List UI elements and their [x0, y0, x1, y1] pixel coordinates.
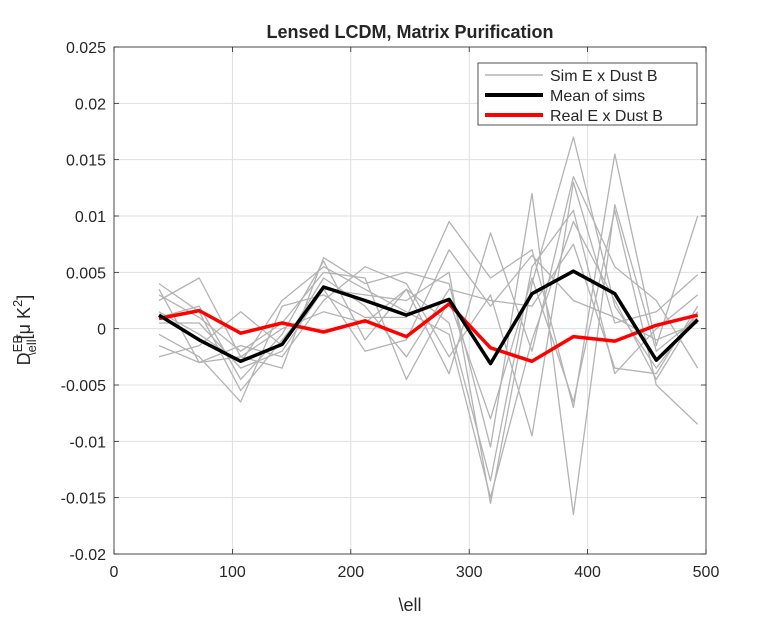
- ylabel-sub: \ell: [24, 339, 39, 356]
- y-tick-label: 0.025: [66, 40, 106, 57]
- x-tick-label: 200: [337, 564, 364, 581]
- tick-labels: 0 100 200 300 400 500 -0.02 -0.015 -0.01 -0.005 0 0…: [61, 40, 720, 581]
- y-tick-label: 0.015: [66, 153, 106, 170]
- x-tick-label: 300: [456, 564, 483, 581]
- y-tick-label: -0.015: [61, 491, 106, 508]
- y-tick-label: 0.005: [66, 265, 106, 282]
- legend-label-sims: Sim E x Dust B: [550, 68, 658, 85]
- sim-series-line-1: [158, 136, 699, 504]
- ylabel-units-open: [: [14, 334, 34, 339]
- y-tick-label: 0.02: [75, 96, 106, 113]
- y-tick-label: 0.01: [75, 209, 106, 226]
- x-tick-label: 0: [110, 564, 119, 581]
- ylabel-mu: μ: [14, 324, 34, 334]
- x-axis-label: \ell: [398, 595, 421, 615]
- sim-series-line-10: [158, 220, 699, 499]
- ylabel-units-close: ]: [14, 295, 34, 300]
- real-series-line: [158, 302, 699, 364]
- y-tick-label: -0.005: [61, 378, 106, 395]
- x-tick-label: 500: [693, 564, 720, 581]
- mean-series-line: [158, 269, 699, 366]
- legend-label-real: Real E x Dust B: [550, 108, 663, 125]
- ylabel-exp: 2: [10, 300, 25, 307]
- ylabel-sup: EB: [10, 335, 25, 352]
- axes-box: [113, 46, 707, 555]
- x-tick-label: 100: [219, 564, 246, 581]
- ylabel-base: D: [14, 352, 34, 365]
- sim-series-line-4: [158, 209, 699, 425]
- y-tick-label: -0.02: [70, 547, 107, 564]
- sim-series-line-9: [159, 249, 698, 369]
- y-tick-label: 0: [97, 322, 106, 339]
- y-axis-label: DEB\ell[μ K2]: [10, 295, 39, 366]
- plot-area: [114, 47, 706, 554]
- series-group: [158, 136, 699, 516]
- y-tick-label: -0.01: [70, 434, 107, 451]
- sim-series-line-3: [158, 153, 699, 409]
- ticks: [113, 46, 707, 555]
- x-tick-label: 400: [574, 564, 601, 581]
- legend-label-mean: Mean of sims: [550, 88, 645, 105]
- y-axis-label-text: DEB\ell[μ K2]: [10, 295, 39, 366]
- chart-title: Lensed LCDM, Matrix Purification: [266, 22, 553, 42]
- legend: Sim E x Dust B Mean of sims Real E x Dus…: [477, 62, 698, 126]
- ylabel-k: K: [14, 307, 34, 324]
